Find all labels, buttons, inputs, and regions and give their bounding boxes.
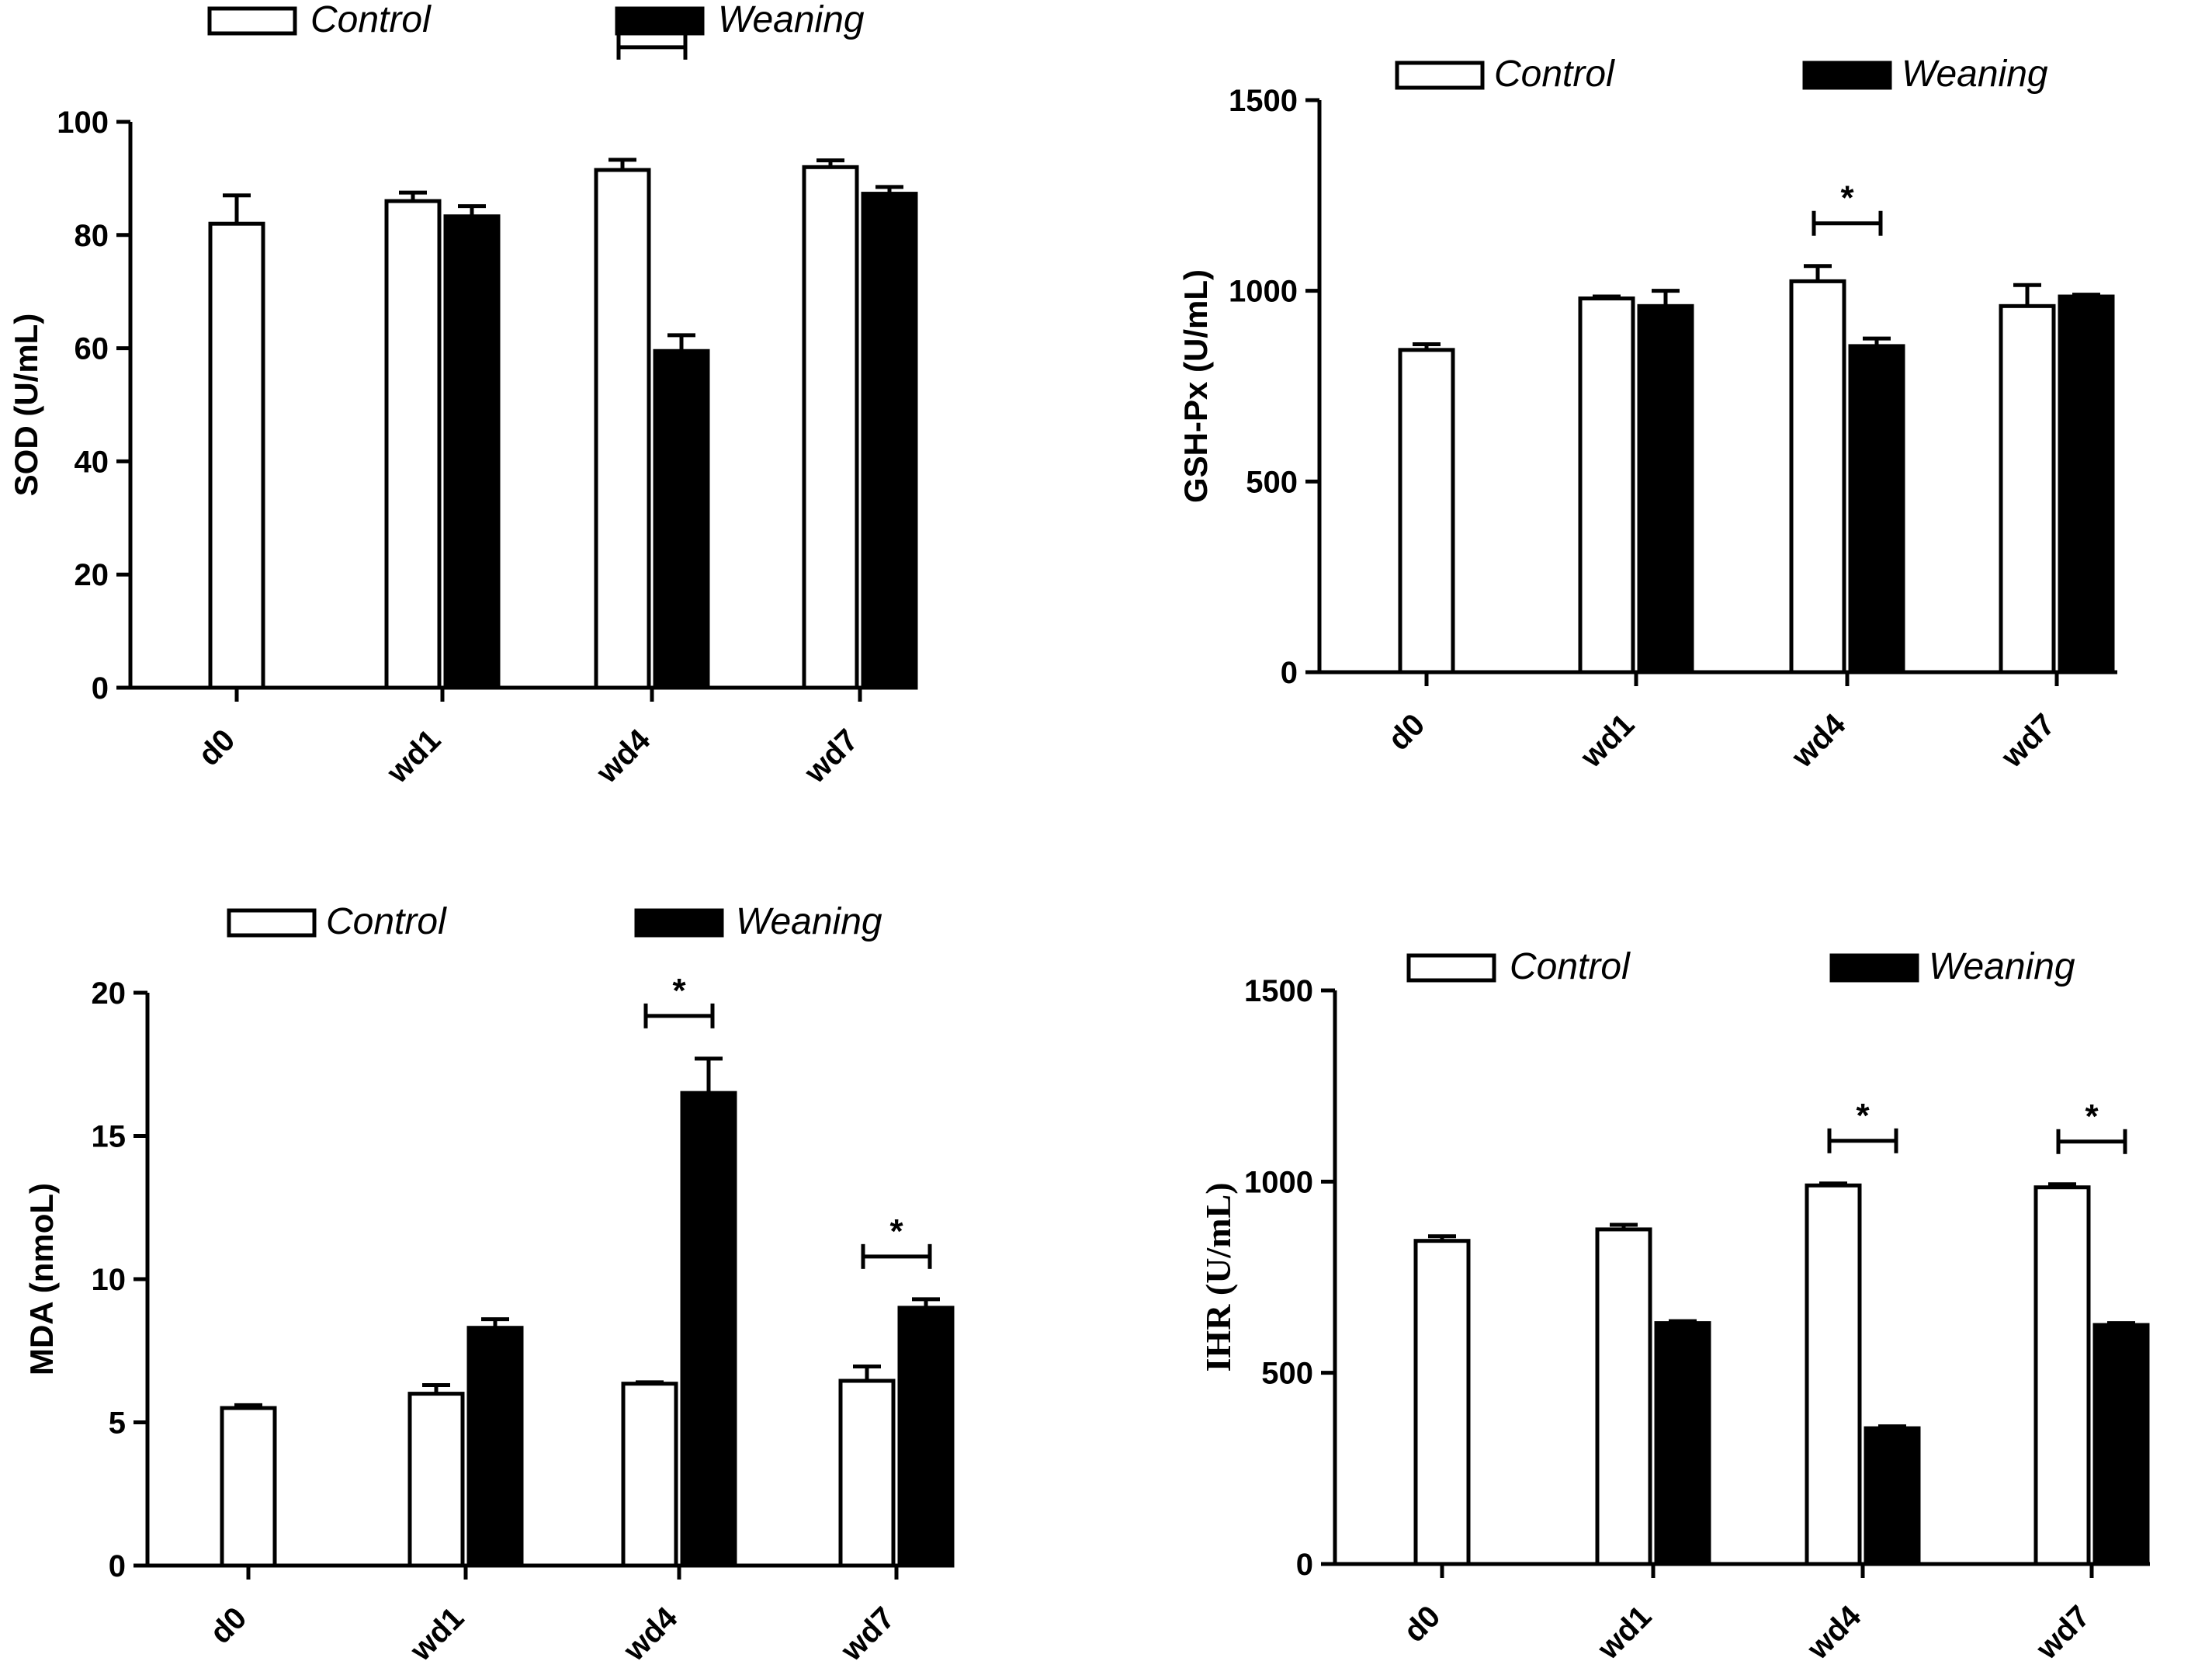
legend-label-control: Control [1494,54,1615,95]
y-tick-label: 100 [57,106,109,140]
y-tick-label: 80 [75,219,109,253]
legend-swatch-weaning [1802,61,1892,90]
y-tick-label: 500 [1261,1357,1313,1391]
bar-control-wd1 [407,1392,465,1568]
bar-weaning-wd1 [443,214,501,690]
y-tick-label: 1000 [1229,275,1298,309]
bar-weaning-wd1 [1637,303,1694,675]
bar-weaning-wd1 [1654,1321,1711,1566]
x-tick-label-wd1: wd1 [404,1600,471,1668]
legend-label-weaning: Weaning [736,901,882,942]
legend-label-control: Control [1510,946,1631,987]
significance-star: * [2085,1098,2099,1136]
bar-weaning-wd7 [897,1306,955,1568]
bar-weaning-wd7 [2058,294,2115,675]
bar-control-wd4 [1789,279,1846,675]
y-tick-label: 1000 [1244,1165,1313,1199]
bar-control-d0 [208,221,265,690]
x-tick-label-wd7: wd7 [2030,1599,2097,1666]
y-tick-label: 20 [92,976,127,1011]
legend: Control Weaning [1406,946,2075,987]
legend: Control Weaning [227,901,882,942]
bar-weaning-wd1 [466,1326,524,1568]
bar-weaning-wd4 [653,349,710,690]
legend-swatch-weaning [615,6,705,36]
bar-control-d0 [1398,348,1455,675]
bar-control-wd1 [384,199,442,690]
significance-star: * [1840,179,1854,217]
x-tick-label-wd1: wd1 [1574,707,1642,775]
y-tick-label: 0 [1296,1548,1313,1582]
bar-control-wd1 [1595,1227,1652,1566]
significance-star: * [672,972,686,1010]
legend-swatch-control [1406,953,1496,983]
bar-weaning-wd7 [861,192,918,690]
bar-control-d0 [1413,1239,1471,1566]
x-tick-label-wd4: wd4 [590,723,657,790]
y-tick-label: 15 [92,1120,127,1154]
bar-control-wd7 [838,1378,896,1568]
x-tick-label-wd4: wd4 [617,1600,685,1668]
y-tick-label: 0 [92,671,109,706]
bar-control-wd7 [802,165,859,690]
y-axis-title: MDA (nmoL) [23,1183,60,1375]
legend: Control Weaning [207,0,865,40]
legend-label-weaning: Weaning [1902,54,2048,95]
bar-weaning-wd4 [1864,1426,1921,1566]
y-tick-label: 0 [1281,656,1298,690]
legend-swatch-control [1395,61,1485,90]
significance-star: * [889,1212,903,1250]
x-tick-label-wd1: wd1 [380,723,448,790]
y-tick-label: 20 [75,558,109,592]
chart-panel-sod: Control Weaning 0 20 40 60 80 100 SOD (U/mL) d0 wd… [8,0,918,790]
x-tick-label-d0: d0 [1382,707,1431,757]
x-tick-label-wd7: wd7 [1995,707,2062,775]
chart-panel-gsh: Control Weaning 0 500 1000 1500 GSH-Px (U/mL) d… [1177,54,2117,775]
x-tick-label-d0: d0 [1397,1599,1447,1649]
legend-label-control: Control [326,901,447,942]
y-tick-label: 0 [109,1549,126,1583]
legend-label-control: Control [310,0,432,40]
bar-weaning-wd7 [2092,1323,2150,1566]
y-tick-label: 10 [92,1263,127,1297]
x-tick-label-wd4: wd4 [1785,707,1853,775]
y-axis-title: IHR (U/mL) [1198,1182,1238,1372]
x-tick-label-wd7: wd7 [798,723,865,790]
legend-label-weaning: Weaning [718,0,865,40]
significance-star: * [1856,1097,1870,1135]
legend-swatch-weaning [1829,953,1919,983]
bar-weaning-wd4 [1848,344,1905,675]
y-tick-label: 5 [109,1406,126,1441]
significance-star: * [645,3,659,41]
bar-weaning-wd4 [680,1091,737,1568]
x-tick-label-wd4: wd4 [1801,1599,1868,1666]
legend-swatch-weaning [634,908,724,938]
x-tick-label-wd1: wd1 [1591,1599,1659,1666]
x-tick-label-d0: d0 [203,1600,253,1650]
bar-control-wd4 [594,168,651,690]
legend-swatch-control [207,6,297,36]
y-tick-label: 500 [1246,465,1298,499]
y-tick-label: 1500 [1244,974,1313,1008]
y-axis-title: SOD (U/mL) [8,314,44,497]
x-tick-label-wd7: wd7 [834,1600,902,1668]
bar-control-d0 [220,1406,277,1568]
y-tick-label: 60 [75,332,109,366]
bar-control-wd4 [1805,1183,1862,1566]
chart-panel-mda: Control Weaning 0 5 10 15 20 MDA (nmoL) d0 wd1 wd4… [23,901,955,1668]
y-axis-title: GSH-Px (U/mL) [1177,269,1214,503]
x-tick-label-d0: d0 [192,723,241,772]
bar-control-wd4 [621,1382,678,1568]
y-tick-label: 40 [75,445,109,479]
legend: Control Weaning [1395,54,2048,95]
y-tick-label: 1500 [1229,84,1298,118]
bar-control-wd1 [1578,296,1635,675]
bar-control-wd7 [2033,1185,2091,1566]
legend-label-weaning: Weaning [1929,946,2075,987]
bar-control-wd7 [1999,303,2056,675]
legend-swatch-control [227,908,317,938]
chart-panel-ihr: Control Weaning 0 500 1000 1500 IHR (U/mL) d0 wd… [1198,946,2150,1666]
